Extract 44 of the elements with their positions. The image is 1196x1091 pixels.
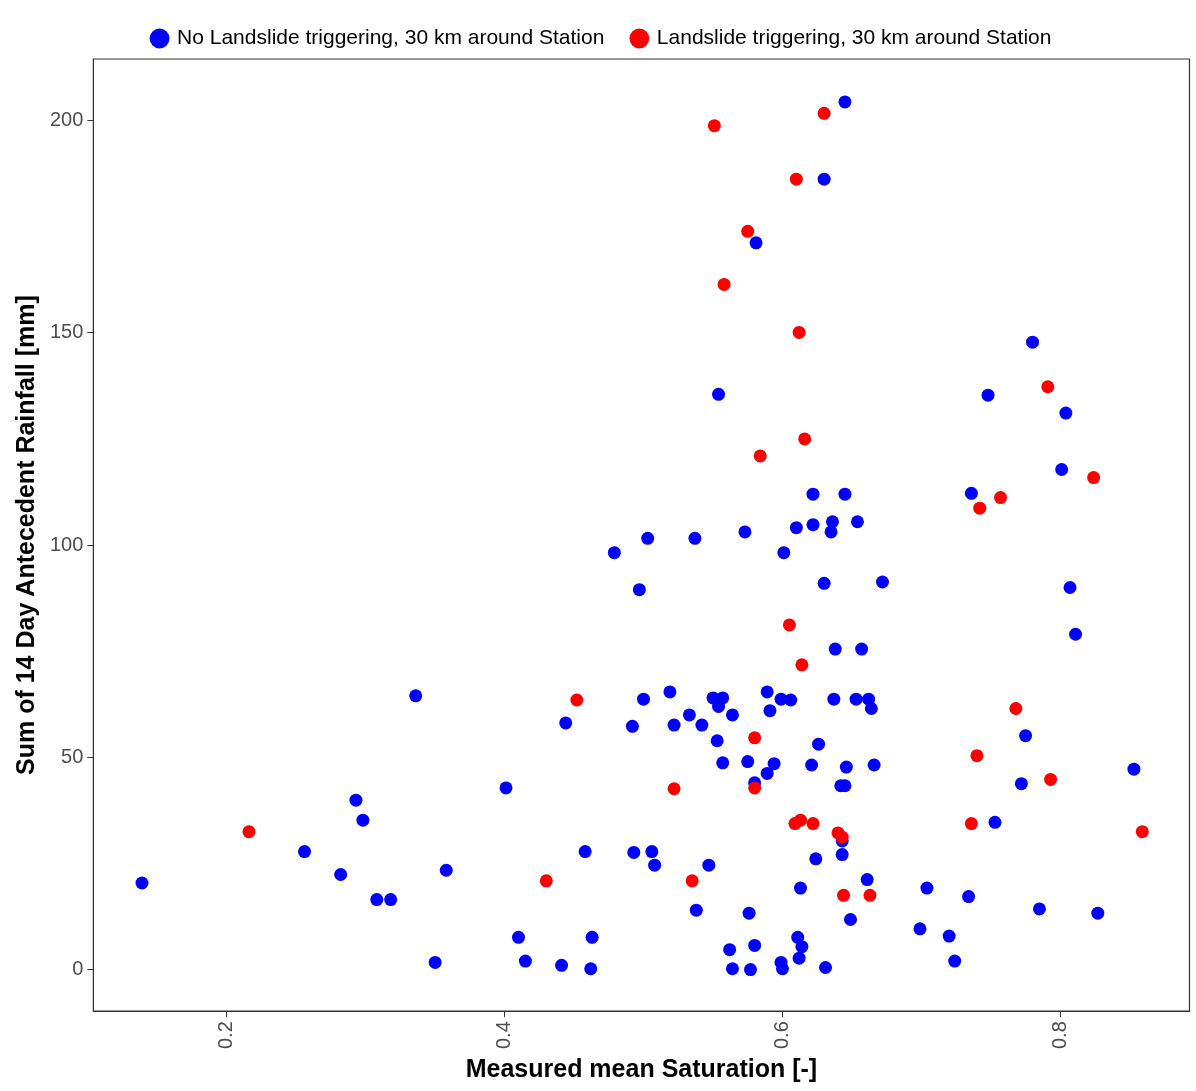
- point: [994, 491, 1008, 505]
- y-tick-label: 200: [49, 108, 84, 131]
- point: [795, 658, 809, 672]
- y-tick-label: 100: [49, 532, 84, 555]
- point: [970, 749, 984, 763]
- point: [964, 817, 978, 831]
- x-tick-label: 0.8: [1047, 1021, 1070, 1050]
- legend-label: No Landslide triggering, 30 km around Station: [177, 25, 605, 49]
- point: [748, 731, 762, 745]
- point: [1044, 772, 1058, 786]
- point: [798, 432, 812, 446]
- x-tick-label: 0.6: [769, 1021, 792, 1050]
- point: [789, 172, 803, 186]
- point: [863, 888, 877, 902]
- point: [685, 874, 699, 888]
- point: [753, 449, 767, 463]
- point: [539, 874, 553, 888]
- x-axis-title: Measured mean Saturation [-]: [465, 1053, 818, 1082]
- point: [973, 501, 987, 515]
- y-tick-label: 50: [61, 744, 84, 767]
- point: [806, 817, 820, 831]
- point: [1087, 471, 1101, 485]
- x-tick-label: 0.2: [214, 1021, 237, 1050]
- point: [1009, 702, 1023, 716]
- point: [837, 888, 851, 902]
- point: [741, 224, 755, 238]
- point: [835, 830, 849, 844]
- point: [792, 325, 806, 339]
- point: [242, 825, 256, 839]
- point: [782, 618, 796, 632]
- point: [667, 782, 681, 796]
- point: [1041, 380, 1055, 394]
- point: [1135, 825, 1149, 839]
- point: [717, 277, 731, 291]
- point: [707, 119, 721, 133]
- point: [748, 781, 762, 795]
- point: [794, 813, 808, 827]
- y-axis-title: Sum of 14 Day Antecedent Rainfall [mm]: [10, 295, 39, 775]
- point: [570, 693, 584, 707]
- x-tick-label: 0.4: [492, 1021, 515, 1050]
- y-tick-label: 150: [49, 320, 84, 343]
- point: [817, 106, 831, 120]
- y-tick-label: 0: [72, 957, 84, 980]
- legend-label: Landslide triggering, 30 km around Station: [656, 25, 1052, 49]
